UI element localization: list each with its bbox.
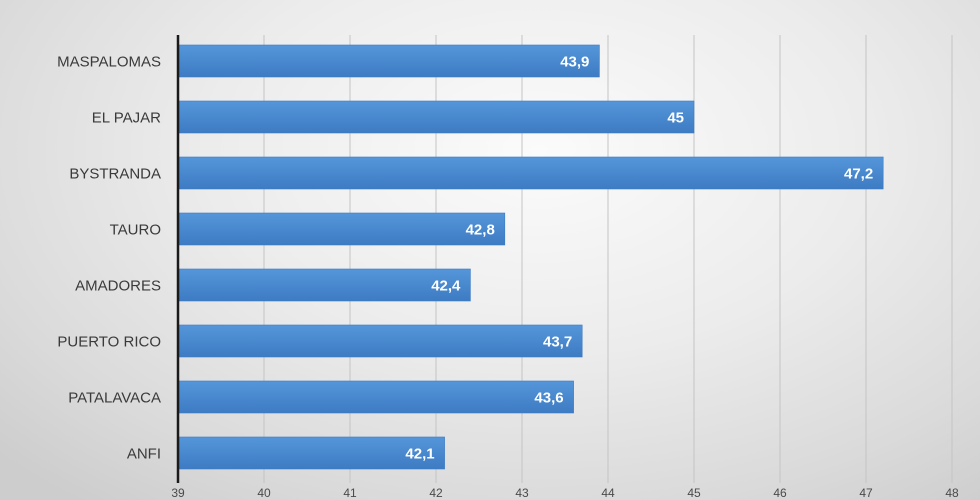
- data-label-puerto-rico: 43,7: [543, 334, 572, 351]
- category-label-puerto-rico: PUERTO RICO: [57, 334, 161, 351]
- data-label-el-pajar: 45: [667, 110, 684, 127]
- data-label-anfi: 42,1: [405, 446, 434, 463]
- x-tick-label-41: 41: [343, 486, 357, 500]
- category-label-maspalomas: MASPALOMAS: [57, 54, 161, 71]
- category-label-patalavaca: PATALAVACA: [68, 390, 161, 407]
- bar-patalavaca: [178, 380, 574, 414]
- x-tick-label-42: 42: [429, 486, 443, 500]
- data-label-tauro: 42,8: [466, 222, 495, 239]
- data-label-patalavaca: 43,6: [534, 390, 563, 407]
- x-tick-label-39: 39: [171, 486, 185, 500]
- category-label-amadores: AMADORES: [75, 278, 161, 295]
- x-tick-label-48: 48: [945, 486, 959, 500]
- bar-bystranda: [178, 156, 884, 190]
- x-tick-label-47: 47: [859, 486, 873, 500]
- data-label-bystranda: 47,2: [844, 166, 873, 183]
- bar-tauro: [178, 212, 506, 246]
- x-tick-label-43: 43: [515, 486, 529, 500]
- category-labels: MASPALOMAS EL PAJAR BYSTRANDA TAURO AMADORES…: [57, 54, 161, 463]
- x-tick-label-45: 45: [687, 486, 701, 500]
- x-axis-tick-labels: 39 40 41 42 43 44 45 46 47 48: [171, 486, 959, 500]
- bar-maspalomas: [178, 44, 600, 78]
- data-label-amadores: 42,4: [431, 278, 461, 295]
- bars: 43,9 45 47,2 42,8 42,4 43,7 43,6 42,1: [178, 44, 884, 470]
- category-label-tauro: TAURO: [110, 222, 161, 239]
- bar-anfi: [178, 436, 445, 470]
- category-label-anfi: ANFI: [127, 446, 161, 463]
- category-label-el-pajar: EL PAJAR: [92, 110, 161, 127]
- x-tick-label-40: 40: [257, 486, 271, 500]
- data-label-maspalomas: 43,9: [560, 54, 589, 71]
- x-tick-label-46: 46: [773, 486, 787, 500]
- bar-puerto-rico: [178, 324, 583, 358]
- category-label-bystranda: BYSTRANDA: [69, 166, 161, 183]
- bar-el-pajar: [178, 100, 695, 134]
- x-tick-label-44: 44: [601, 486, 615, 500]
- bar-amadores: [178, 268, 471, 302]
